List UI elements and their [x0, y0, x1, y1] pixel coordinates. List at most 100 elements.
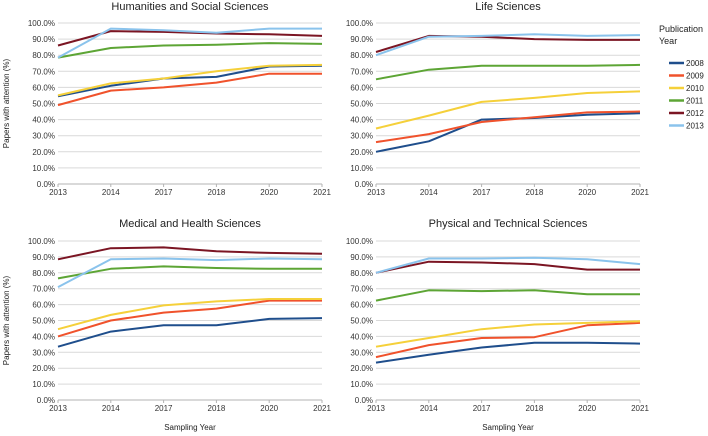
y-tick-label: 100.0% [346, 19, 373, 28]
series-line-2012 [57, 246, 323, 261]
series-line-2010 [57, 298, 322, 331]
y-tick-label: 60.0% [350, 83, 373, 92]
x-tick-label: 2013 [367, 404, 385, 413]
y-tick-label: 80.0% [32, 269, 55, 278]
y-tick-label: 20.0% [32, 364, 55, 373]
y-tick-label: 60.0% [350, 301, 373, 310]
legend-label-2009: 2009 [686, 72, 704, 81]
y-tick-label: 50.0% [32, 100, 55, 109]
x-tick-label: 2014 [420, 188, 438, 197]
y-tick-label: 30.0% [32, 132, 55, 141]
series-line-2011 [375, 289, 640, 302]
series-line-2013 [57, 27, 322, 59]
y-tick-label: 100.0% [28, 237, 55, 246]
y-tick-label: 80.0% [350, 269, 373, 278]
x-tick-label: 2020 [578, 188, 596, 197]
legend-label-2008: 2008 [686, 59, 704, 68]
x-tick-label: 2013 [367, 188, 385, 197]
panel-title: Humanities and Social Sciences [111, 1, 269, 13]
y-tick-label: 30.0% [350, 132, 373, 141]
legend-label-2012: 2012 [686, 109, 704, 118]
x-tick-label: 2018 [526, 188, 544, 197]
series-line-2013 [375, 33, 641, 57]
y-tick-label: 40.0% [32, 116, 55, 125]
y-tick-label: 20.0% [350, 364, 373, 373]
y-tick-label: 70.0% [350, 285, 373, 294]
series-line-2011 [57, 42, 323, 59]
legend-label-2013: 2013 [686, 122, 704, 131]
series-line-2011 [375, 63, 641, 81]
y-tick-label: 0.0% [37, 396, 55, 405]
series-line-2013 [375, 256, 641, 274]
x-tick-label: 2020 [578, 404, 596, 413]
x-tick-label: 2014 [420, 404, 438, 413]
x-tick-label: 2013 [49, 404, 67, 413]
x-tick-label: 2021 [631, 188, 649, 197]
x-tick-label: 2017 [473, 188, 491, 197]
y-tick-label: 70.0% [32, 67, 55, 76]
series-line-2008 [375, 341, 641, 364]
legend-title-line2: Year [659, 36, 677, 46]
x-tick-label: 2021 [631, 404, 649, 413]
y-tick-label: 20.0% [350, 148, 373, 157]
x-tick-label: 2021 [313, 188, 331, 197]
x-tick-label: 2018 [208, 188, 226, 197]
series-line-2013 [57, 257, 323, 288]
y-tick-label: 40.0% [350, 332, 373, 341]
y-tick-label: 50.0% [350, 317, 373, 326]
legend-label-2011: 2011 [686, 97, 704, 106]
x-tick-label: 2017 [155, 404, 173, 413]
y-tick-label: 30.0% [32, 348, 55, 357]
x-axis-label: Sampling Year [164, 423, 216, 432]
y-tick-label: 10.0% [350, 380, 373, 389]
legend-title-line1: Publication [659, 24, 703, 34]
y-tick-label: 90.0% [32, 253, 55, 262]
series-line-2008 [57, 317, 323, 348]
y-tick-label: 100.0% [346, 237, 373, 246]
y-tick-label: 50.0% [32, 317, 55, 326]
panel-title: Life Sciences [475, 1, 541, 13]
x-tick-label: 2017 [155, 188, 173, 197]
y-tick-label: 10.0% [32, 380, 55, 389]
y-tick-label: 90.0% [32, 35, 55, 44]
y-tick-label: 30.0% [350, 348, 373, 357]
series-line-2010 [375, 320, 641, 348]
x-tick-label: 2018 [526, 404, 544, 413]
y-tick-label: 90.0% [350, 35, 373, 44]
y-tick-label: 0.0% [37, 180, 55, 189]
legend: Publication Year 2008 2009 2010 2011 2012 2013 [659, 24, 704, 131]
y-tick-label: 10.0% [350, 164, 373, 173]
x-tick-label: 2014 [102, 404, 120, 413]
x-tick-label: 2021 [313, 404, 331, 413]
y-axis-label: Papers with attention (%) [2, 58, 11, 148]
series-line-2012 [375, 34, 640, 53]
y-tick-label: 40.0% [350, 116, 373, 125]
y-tick-label: 40.0% [32, 332, 55, 341]
chart-panel-1: Humanities and Social Sciences 0.0% 10.0% 2… [2, 1, 331, 197]
y-tick-label: 60.0% [32, 301, 55, 310]
y-tick-label: 90.0% [350, 253, 373, 262]
series-line-2009 [57, 72, 322, 107]
y-tick-label: 60.0% [32, 83, 55, 92]
y-tick-label: 70.0% [350, 67, 373, 76]
panel-title: Physical and Technical Sciences [429, 218, 588, 230]
chart-panel-2: Life Sciences 0.0% 10.0% 20.0% 30.0% 40.0% 50.… [346, 1, 650, 197]
panel-title: Medical and Health Sciences [119, 218, 261, 230]
series-line-2012 [375, 260, 640, 274]
y-axis-label: Papers with attention (%) [2, 275, 11, 365]
y-tick-label: 70.0% [32, 285, 55, 294]
x-tick-label: 2020 [260, 404, 278, 413]
x-tick-label: 2020 [260, 188, 278, 197]
y-tick-label: 80.0% [350, 51, 373, 60]
x-tick-label: 2017 [473, 404, 491, 413]
x-tick-label: 2018 [208, 404, 226, 413]
series-line-2008 [57, 64, 323, 98]
series-line-2009 [375, 110, 641, 144]
series-line-2010 [375, 90, 641, 130]
y-tick-label: 100.0% [28, 19, 55, 28]
x-axis-label: Sampling Year [482, 423, 534, 432]
x-tick-label: 2013 [49, 188, 67, 197]
x-tick-label: 2014 [102, 188, 120, 197]
chart-panel-3: Medical and Health Sciences 0.0% 10.0% 20.0… [2, 218, 331, 432]
